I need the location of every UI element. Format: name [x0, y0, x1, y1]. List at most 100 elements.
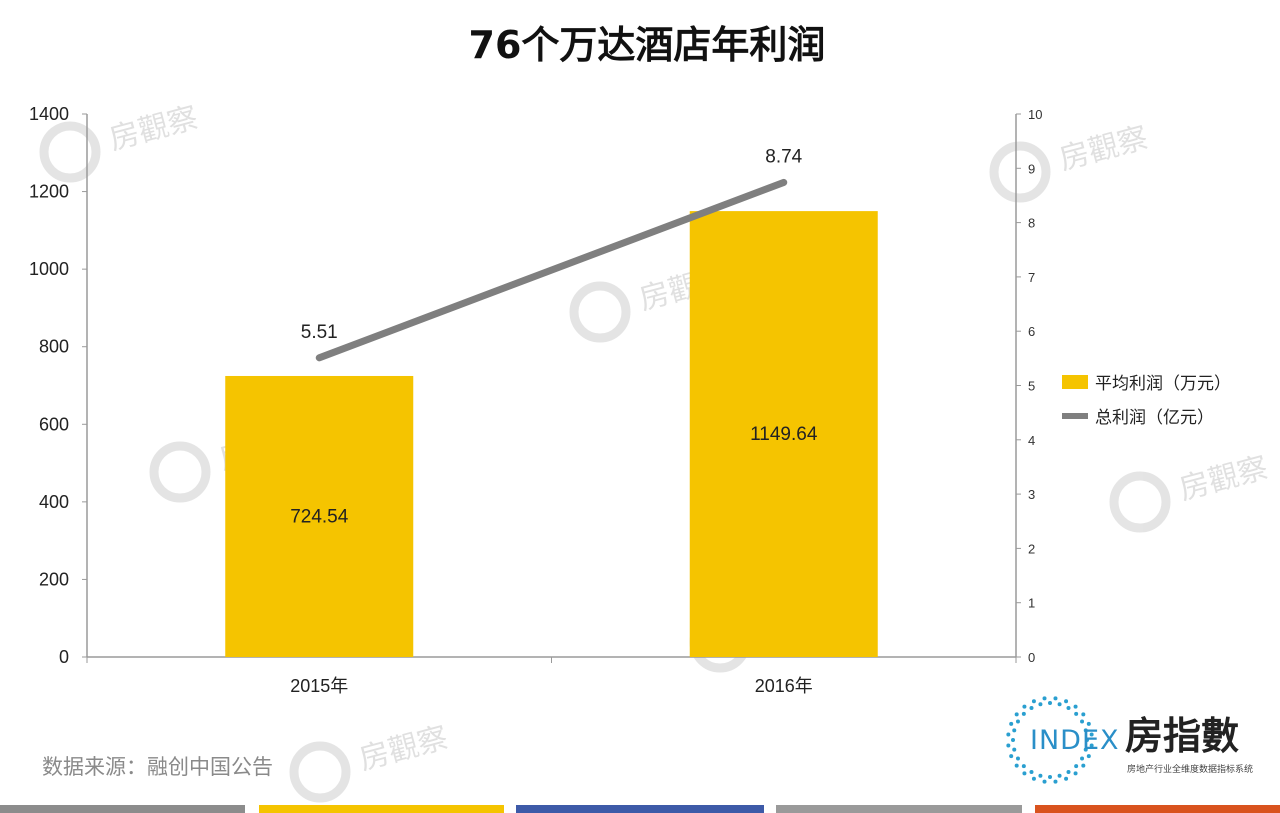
logo-dot	[1064, 776, 1069, 781]
footer-color-segment	[0, 805, 245, 813]
y-tick-label: 400	[39, 492, 69, 512]
logo-dot	[1073, 704, 1078, 709]
y-tick-label: 200	[39, 569, 69, 589]
y2-tick-label: 2	[1028, 541, 1035, 556]
source-note: 数据来源：融创中国公告	[42, 755, 273, 779]
x-tick-label: 2016年	[755, 676, 813, 696]
watermark-logo-icon	[289, 741, 351, 803]
logo-dot	[1015, 756, 1020, 761]
logo-dot	[1014, 712, 1019, 717]
chart-title: 76个万达酒店年利润	[469, 23, 826, 67]
y2-tick-label: 4	[1028, 433, 1035, 448]
logo-dot	[1080, 756, 1085, 761]
logo-dot	[1074, 711, 1079, 716]
y2-tick-label: 6	[1028, 324, 1035, 339]
logo-dot	[1038, 702, 1043, 707]
logo-dot	[1073, 771, 1078, 776]
logo-dot	[1066, 770, 1071, 775]
logo-dot	[1009, 754, 1014, 759]
y2-tick-label: 5	[1028, 379, 1035, 394]
line-path	[315, 178, 788, 362]
line-series: 5.51 8.74	[301, 146, 803, 362]
bar	[225, 375, 414, 657]
logo-en-text: INDEX	[1030, 725, 1120, 756]
y-tick-label: 0	[59, 647, 69, 667]
logo-dot	[1021, 764, 1026, 769]
logo-dot	[1012, 728, 1017, 733]
line-data-label: 5.51	[301, 322, 338, 343]
watermark-logo-icon	[989, 141, 1051, 203]
watermark-text: 房觀察	[1176, 450, 1272, 507]
watermark-logo-icon	[569, 281, 631, 343]
y-tick-label: 600	[39, 414, 69, 434]
y-tick-label: 1000	[29, 259, 69, 279]
y2-tick-label: 1	[1028, 596, 1035, 611]
logo-dot	[1083, 728, 1088, 733]
line-point	[318, 356, 321, 359]
logo-dot	[1066, 705, 1071, 710]
y2-tick-label: 8	[1028, 216, 1035, 231]
footer-color-segment	[516, 805, 764, 813]
logo-dot	[1038, 773, 1043, 778]
watermark-text: 房觀察	[1056, 120, 1152, 177]
logo-cn-text: 房指數	[1125, 713, 1239, 758]
logo-dot	[1057, 773, 1062, 778]
index-logo: INDEX 房指數 房地产行业全维度数据指标系统	[1006, 696, 1253, 784]
watermark: 房觀察	[289, 720, 452, 803]
y2-tick-label: 9	[1028, 161, 1035, 176]
logo-dot	[1053, 696, 1058, 701]
bar-data-label: 724.54	[290, 506, 349, 527]
watermark-logo-icon	[149, 441, 211, 503]
logo-dot	[1031, 699, 1036, 704]
legend-swatch-bar	[1062, 375, 1088, 389]
logo-dot	[1031, 776, 1036, 781]
logo-dot	[1089, 743, 1094, 748]
logo-dot	[1081, 763, 1086, 768]
logo-dot	[1014, 763, 1019, 768]
logo-dot	[1042, 696, 1047, 701]
watermark: 房觀察	[1109, 450, 1272, 533]
logo-dot	[1048, 775, 1052, 779]
y-tick-label: 1400	[29, 104, 69, 124]
logo-dot	[1089, 732, 1094, 737]
logo-dot	[1022, 771, 1027, 776]
logo-dot	[1085, 738, 1089, 742]
logo-dot	[1029, 705, 1034, 710]
y-tick-label: 800	[39, 337, 69, 357]
logo-dot	[1012, 747, 1017, 752]
logo-dot-ring-icon	[1006, 696, 1094, 784]
logo-subtitle: 房地产行业全维度数据指标系统	[1127, 763, 1253, 775]
bar-series: 724.54 1149.64	[225, 211, 878, 657]
footer-color-segment	[259, 805, 504, 813]
logo-dot	[1064, 699, 1069, 704]
footer-color-segment	[1035, 805, 1280, 813]
logo-dot	[1048, 701, 1052, 705]
watermark-logo-icon	[39, 121, 101, 183]
logo-dot	[1015, 719, 1020, 724]
legend-label-bar: 平均利润（万元）	[1095, 374, 1231, 394]
y2-tick-label: 3	[1028, 487, 1035, 502]
logo-dot	[1086, 721, 1091, 726]
line-point	[782, 181, 785, 184]
chart-axes: 0 200 400 600 800 1000 1200 1400 0 1 2 3 4 5 6 7 8 9 10 201…	[29, 104, 1043, 696]
y2-tick-label: 10	[1028, 107, 1042, 122]
logo-dot	[1057, 702, 1062, 707]
watermark: 房觀察	[989, 120, 1152, 203]
logo-dot	[1006, 732, 1011, 737]
y2-tick-label: 0	[1028, 650, 1035, 665]
x-tick-label: 2015年	[290, 676, 348, 696]
y-tick-label: 1200	[29, 182, 69, 202]
logo-dot	[1029, 770, 1034, 775]
logo-dot	[1083, 747, 1088, 752]
logo-dot	[1074, 764, 1079, 769]
watermark-text: 房觀察	[356, 720, 452, 777]
footer-color-segment	[776, 805, 1022, 813]
legend-label-line: 总利润（亿元）	[1095, 408, 1214, 428]
legend: 平均利润（万元） 总利润（亿元）	[1062, 374, 1231, 428]
watermark-logo-icon	[1109, 471, 1171, 533]
logo-dot	[1053, 779, 1058, 784]
logo-dot	[1042, 779, 1047, 784]
logo-dot	[1080, 719, 1085, 724]
logo-dot	[1081, 712, 1086, 717]
line-data-label: 8.74	[765, 146, 802, 167]
